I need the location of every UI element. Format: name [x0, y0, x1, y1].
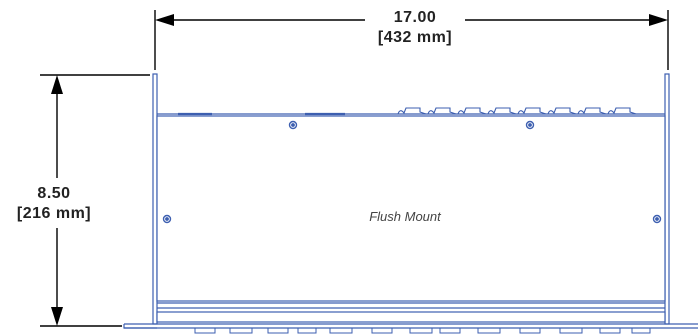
left-arrowhead [155, 14, 174, 26]
bottom-rail [156, 311, 666, 323]
height-metric: [216 mm] [16, 205, 92, 222]
mount-type-label: Flush Mount [369, 209, 441, 224]
height-dimension-label: 8.50 [216 mm] [0, 184, 108, 224]
height-dimension-line [40, 74, 150, 327]
screw-holes [162, 120, 662, 224]
width-dimension-line [154, 10, 669, 70]
chassis-body [156, 115, 666, 302]
width-metric: [432 mm] [377, 29, 453, 46]
chassis [123, 73, 698, 334]
width-dimension-label: 17.00 [432 mm] [365, 8, 465, 48]
right-arrowhead [649, 14, 668, 26]
width-inches: 17.00 [393, 9, 437, 26]
bottom-connector-row [194, 328, 651, 334]
bottom-left-flange [123, 324, 157, 329]
bottom-arrowhead [51, 307, 63, 326]
top-connector-row [397, 107, 637, 115]
height-inches: 8.50 [37, 185, 71, 202]
top-arrowhead [51, 75, 63, 94]
